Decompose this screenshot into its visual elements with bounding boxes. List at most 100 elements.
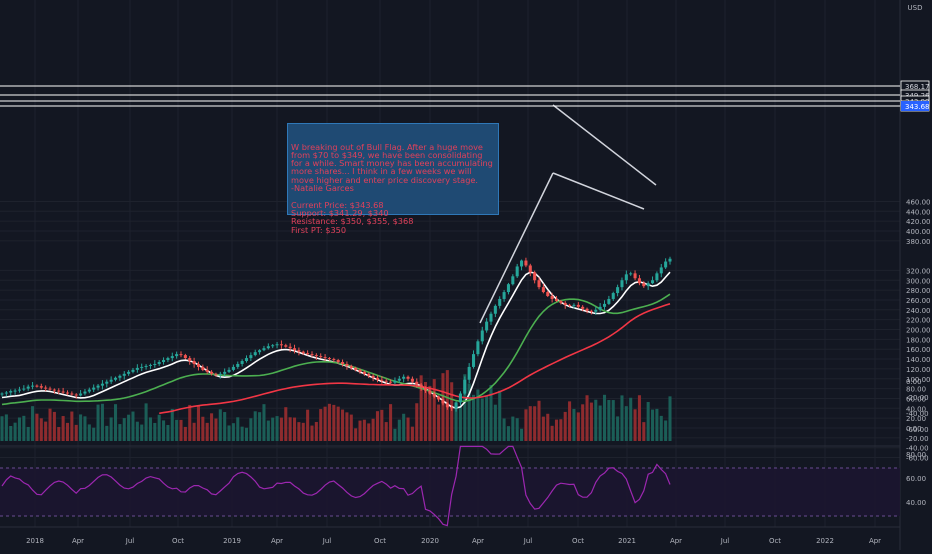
volume-bar xyxy=(105,425,109,441)
candle-body xyxy=(498,298,502,306)
candle-body xyxy=(362,371,366,374)
candle-body xyxy=(262,348,266,351)
volume-bar xyxy=(109,417,113,441)
volume-bar xyxy=(201,416,205,441)
volume-bar xyxy=(472,394,476,441)
volume-bar xyxy=(402,413,406,441)
volume-bar xyxy=(336,406,340,441)
volume-bar xyxy=(131,411,135,441)
volume-bar xyxy=(349,414,353,441)
volume-bar xyxy=(31,406,35,441)
annotation-line: Support: $341.29, $340 xyxy=(291,207,389,218)
trendlines xyxy=(479,104,657,324)
volume-bar xyxy=(157,414,161,441)
candle-body xyxy=(524,260,528,266)
candle-body xyxy=(301,351,305,354)
candle-body xyxy=(196,363,200,367)
volume-bar xyxy=(581,404,585,441)
volume-tick-label: -20.00 xyxy=(906,394,929,402)
volume-bar xyxy=(44,421,48,441)
time-tick-label: Apr xyxy=(72,537,84,545)
candle-body xyxy=(113,377,118,380)
candle-body xyxy=(589,310,593,312)
candle-body xyxy=(44,387,48,389)
candle-body xyxy=(454,402,458,409)
volume-bar xyxy=(100,403,104,441)
volume-bar xyxy=(327,403,331,441)
candle-body xyxy=(537,280,541,288)
rsi-line xyxy=(1,445,671,527)
price-tick-label: 240.00 xyxy=(906,307,931,315)
volume-bar xyxy=(140,424,144,441)
candle-body xyxy=(415,381,419,385)
candle-body xyxy=(17,389,21,391)
time-tick-label: Jul xyxy=(523,537,533,545)
level-label: 368.17 xyxy=(905,83,930,91)
candle-body xyxy=(576,304,580,307)
price-tick-label: 80.00 xyxy=(906,386,926,394)
annotation-note[interactable]: W breaking out of Bull Flag. After a hug… xyxy=(287,123,499,234)
volume-bar xyxy=(432,379,436,441)
candle-body xyxy=(87,389,91,392)
volume-bar xyxy=(271,417,275,441)
candle-body xyxy=(467,366,471,380)
candle-body xyxy=(284,345,288,347)
candle-body xyxy=(642,283,646,287)
volume-bar xyxy=(533,406,537,441)
price-tick-label: 300.00 xyxy=(906,277,931,285)
trendline xyxy=(479,172,554,324)
volume-bar xyxy=(188,404,192,441)
candle-body xyxy=(472,354,476,367)
time-tick-label: Oct xyxy=(374,537,386,545)
volume-bar xyxy=(65,422,70,441)
volume-bar xyxy=(419,375,423,441)
candle-body xyxy=(183,355,187,359)
volume-bar xyxy=(135,421,139,441)
volume-bar xyxy=(489,385,493,441)
price-tick-label: 260.00 xyxy=(906,297,931,305)
candle-body xyxy=(633,273,637,279)
candle-body xyxy=(61,391,65,393)
annotation-line: for a while. Smart money has been accumu… xyxy=(291,158,493,169)
price-tick-label: 320.00 xyxy=(906,267,931,275)
moving-average-line xyxy=(159,303,671,415)
volume-bar xyxy=(275,416,279,441)
volume-bar xyxy=(70,411,74,441)
candle-body xyxy=(646,283,650,287)
volume-bar xyxy=(620,395,624,441)
price-tick-label: 0.00 xyxy=(906,425,922,433)
volume-bar xyxy=(231,423,235,441)
volume-bar xyxy=(616,416,620,441)
candle-body xyxy=(502,292,506,299)
volume-bar xyxy=(96,404,100,441)
candle-body xyxy=(450,407,454,409)
volume-bar xyxy=(87,424,91,441)
candle-body xyxy=(349,365,353,368)
candle-body xyxy=(489,313,493,322)
volume-bar xyxy=(175,419,179,441)
volume-bar xyxy=(511,416,515,441)
volume-bar xyxy=(498,390,502,441)
annotation-line: Resistance: $350, $355, $368 xyxy=(291,216,414,227)
candle-body xyxy=(397,378,401,381)
volume-bar xyxy=(26,426,30,441)
volume-bar xyxy=(170,408,174,441)
volume-bar xyxy=(375,411,380,441)
candle-body xyxy=(258,350,262,353)
volume-bar xyxy=(611,400,615,441)
volume-bar xyxy=(358,420,362,441)
volume-bar xyxy=(39,418,43,441)
volume-bar xyxy=(166,425,170,441)
candle-body xyxy=(511,276,515,285)
candle-body xyxy=(227,369,231,372)
volume-bar xyxy=(563,411,567,441)
grid xyxy=(0,0,900,527)
candle-body xyxy=(463,379,467,394)
candle-body xyxy=(515,266,519,277)
volume-bar xyxy=(633,409,637,441)
candle-body xyxy=(135,367,139,370)
volume-bar xyxy=(572,408,576,441)
time-tick-label: 2018 xyxy=(26,537,44,545)
